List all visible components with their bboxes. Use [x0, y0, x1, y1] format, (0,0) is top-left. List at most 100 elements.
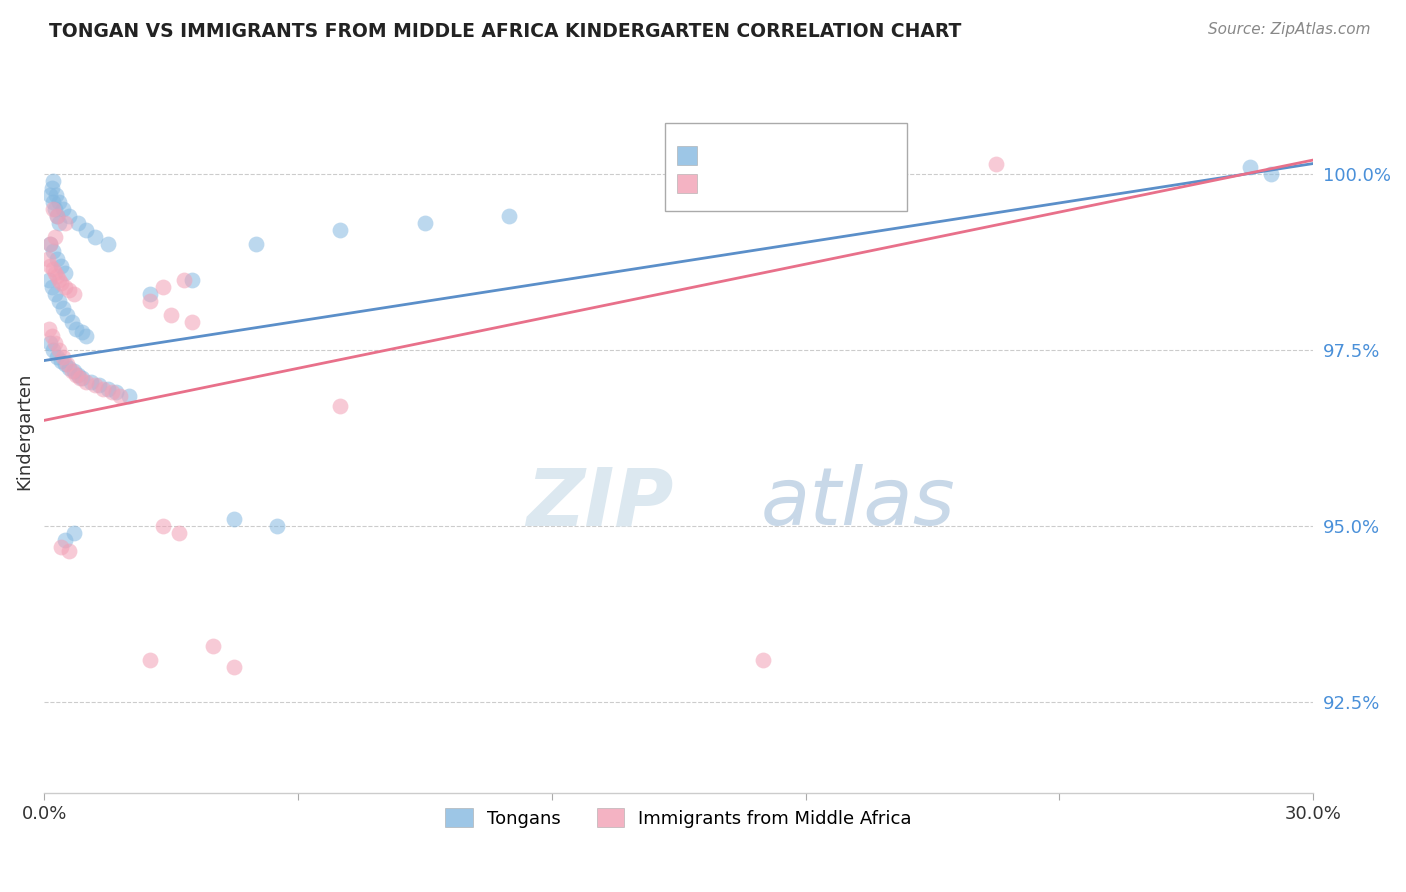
Point: [45, 269, 67, 284]
Point: [65, 368, 87, 382]
Point: [58, 543, 80, 558]
Point: [66, 368, 89, 382]
Point: [41, 343, 63, 357]
Point: [79, 375, 101, 389]
Point: [45, 209, 67, 223]
Point: [49, 540, 72, 554]
Point: [39, 335, 62, 350]
Legend: Tongans, Immigrants from Middle Africa: Tongans, Immigrants from Middle Africa: [439, 801, 920, 835]
Point: [44, 266, 66, 280]
Point: [70, 326, 93, 340]
Point: [53, 266, 76, 280]
Point: [266, 519, 288, 533]
Point: [329, 223, 352, 237]
Text: R = 0.311    N = 47: R = 0.311 N = 47: [703, 176, 875, 191]
Point: [169, 526, 191, 541]
Point: [329, 399, 352, 413]
Point: [48, 195, 70, 210]
Point: [101, 385, 124, 400]
Point: [53, 216, 76, 230]
Point: [173, 272, 195, 286]
Y-axis label: Kindergarten: Kindergarten: [15, 372, 32, 490]
Point: [139, 653, 162, 667]
Point: [52, 202, 75, 217]
Point: [39, 237, 62, 252]
Point: [52, 301, 75, 315]
Point: [152, 519, 174, 533]
Point: [245, 237, 267, 252]
Point: [45, 188, 67, 202]
Point: [44, 202, 66, 217]
Point: [62, 364, 84, 378]
Text: Source: ZipAtlas.com: Source: ZipAtlas.com: [1208, 22, 1371, 37]
Point: [118, 389, 141, 403]
Point: [58, 209, 80, 223]
Point: [41, 262, 63, 277]
Text: TONGAN VS IMMIGRANTS FROM MIDDLE AFRICA KINDERGARTEN CORRELATION CHART: TONGAN VS IMMIGRANTS FROM MIDDLE AFRICA …: [49, 22, 962, 41]
Point: [413, 216, 436, 230]
Point: [44, 286, 66, 301]
Point: [62, 526, 84, 541]
Point: [48, 272, 70, 286]
Point: [152, 279, 174, 293]
Point: [202, 639, 225, 653]
Point: [56, 308, 79, 322]
Point: [44, 335, 66, 350]
Point: [41, 279, 63, 293]
Text: R = 0.351    N = 58: R = 0.351 N = 58: [703, 148, 875, 163]
Point: [110, 389, 132, 403]
Point: [139, 293, 162, 308]
Point: [752, 653, 775, 667]
Point: [97, 237, 120, 252]
Point: [37, 252, 59, 266]
Point: [1260, 167, 1282, 181]
Point: [97, 382, 120, 396]
Point: [75, 375, 97, 389]
Point: [498, 209, 520, 223]
Point: [83, 378, 105, 392]
Point: [60, 364, 83, 378]
Point: [139, 286, 162, 301]
Point: [984, 156, 1007, 170]
Point: [41, 244, 63, 259]
Point: [105, 385, 128, 400]
Point: [48, 293, 70, 308]
Point: [53, 279, 76, 293]
Point: [45, 350, 67, 364]
Point: [83, 230, 105, 244]
Point: [39, 237, 62, 252]
Point: [39, 188, 62, 202]
Point: [38, 272, 60, 286]
Text: atlas: atlas: [761, 465, 956, 542]
Point: [69, 371, 91, 385]
Point: [56, 357, 79, 371]
Point: [48, 216, 70, 230]
Point: [58, 283, 80, 297]
Point: [87, 378, 110, 392]
Point: [66, 216, 89, 230]
Point: [49, 276, 72, 290]
Point: [58, 360, 80, 375]
Point: [52, 350, 75, 364]
Point: [62, 286, 84, 301]
Point: [42, 174, 65, 188]
Point: [48, 343, 70, 357]
Point: [1239, 160, 1261, 174]
Point: [38, 322, 60, 336]
Point: [75, 329, 97, 343]
Point: [39, 259, 62, 273]
Text: ZIP: ZIP: [526, 465, 673, 542]
Point: [44, 230, 66, 244]
Point: [160, 308, 183, 322]
Point: [41, 202, 63, 217]
Point: [45, 252, 67, 266]
Point: [224, 512, 246, 526]
Point: [60, 315, 83, 329]
Point: [70, 371, 93, 385]
Point: [45, 209, 67, 223]
Point: [53, 533, 76, 547]
Point: [91, 382, 114, 396]
Point: [224, 659, 246, 673]
Point: [65, 322, 87, 336]
Point: [49, 259, 72, 273]
